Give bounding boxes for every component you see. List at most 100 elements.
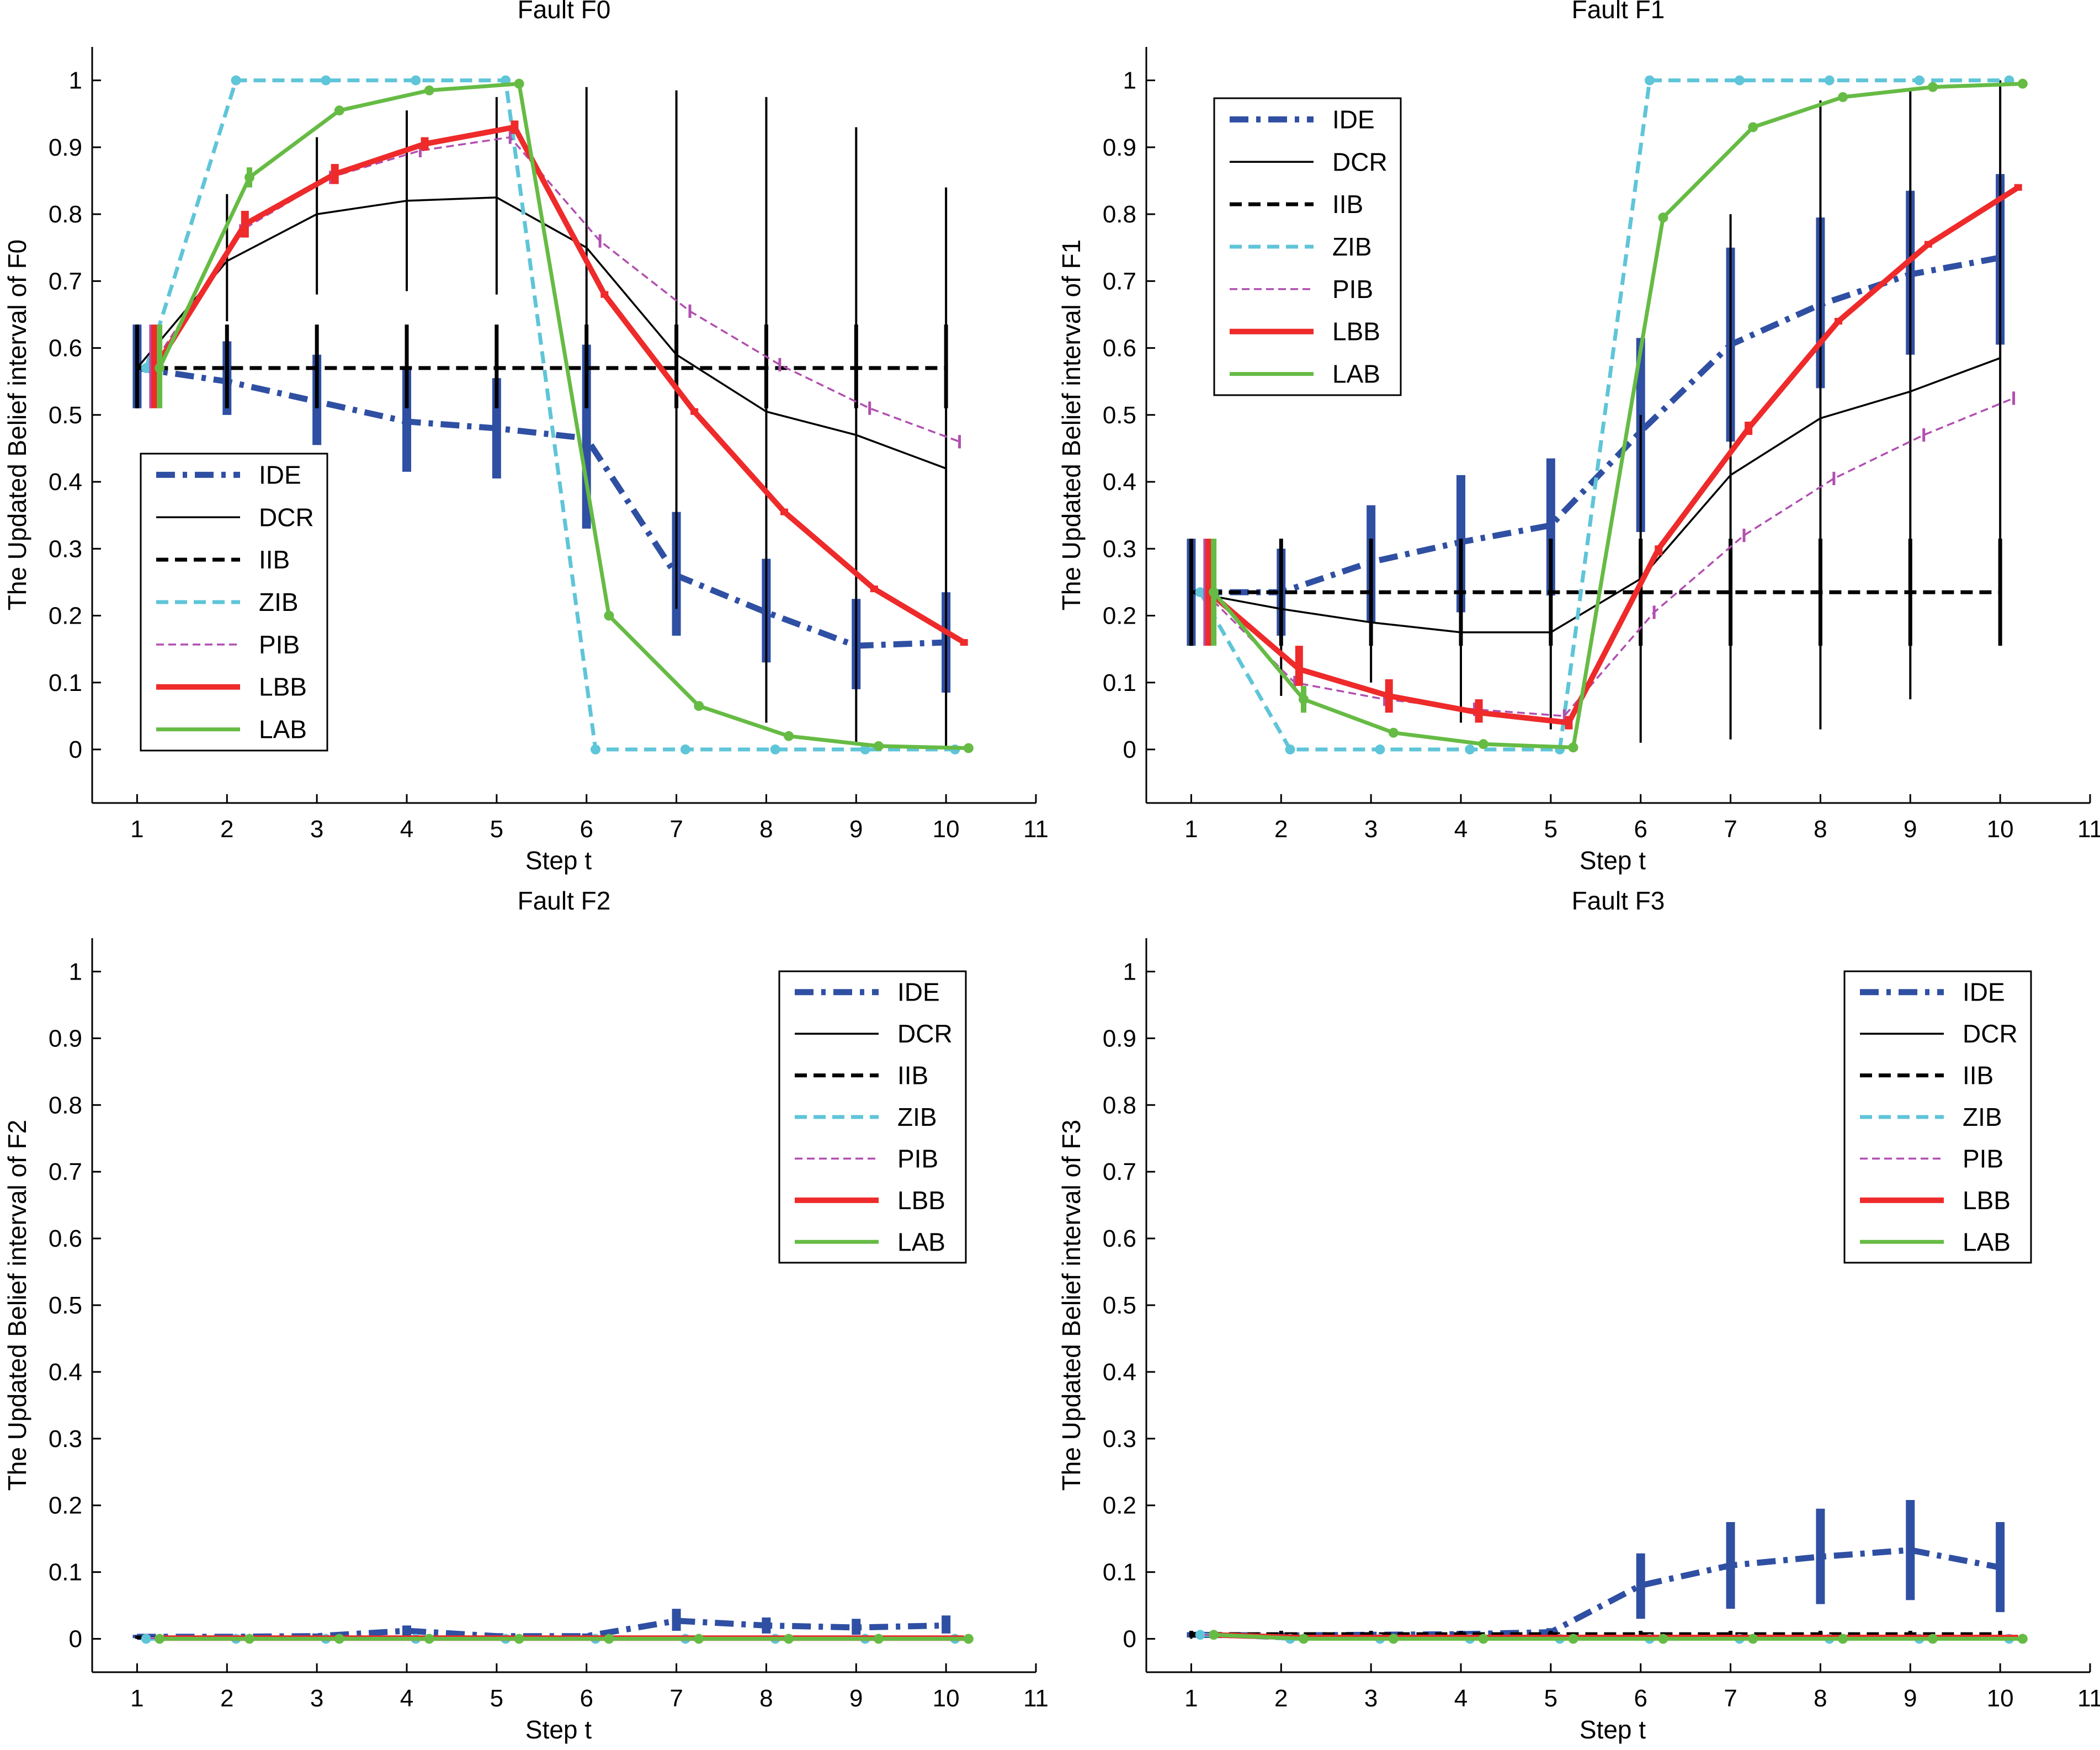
x-axis-label: Step t <box>525 1715 592 1744</box>
legend: IDE DCR IIB ZIB PIB LBB LAB <box>1213 97 1402 396</box>
data-point-lab <box>334 1634 344 1644</box>
legend-label-ide: IDE <box>259 460 301 489</box>
data-point-lab <box>1209 587 1219 598</box>
data-point-zib <box>591 744 600 755</box>
legend-label-zib: ZIB <box>1332 232 1372 261</box>
y-tick-label: 0.2 <box>1103 1492 1136 1519</box>
x-tick-label: 4 <box>400 816 413 843</box>
data-point-lab <box>1209 1630 1219 1640</box>
y-tick-label: 0.3 <box>1103 1425 1136 1453</box>
y-tick-label: 0.6 <box>1103 1225 1136 1252</box>
y-tick-label: 0.2 <box>1103 603 1136 630</box>
data-point-lab <box>1928 82 1938 92</box>
series-line-lab <box>1213 1632 2023 1641</box>
data-point-lab <box>1299 1634 1309 1644</box>
data-point-lab <box>155 363 165 373</box>
y-tick-label: 0.1 <box>1103 1559 1136 1586</box>
legend-label-lbb: LBB <box>897 1186 945 1215</box>
y-tick-label: 0.2 <box>49 603 82 630</box>
data-point-lab <box>1568 742 1578 753</box>
y-tick-label: 0.7 <box>49 268 82 295</box>
y-tick-label: 0.8 <box>1103 201 1136 228</box>
data-point-lab <box>2017 1634 2028 1644</box>
x-tick-label: 10 <box>933 816 960 843</box>
y-tick-label: 1 <box>1123 958 1136 985</box>
x-tick-label: 10 <box>933 1685 960 1712</box>
legend-label-iib: IIB <box>1332 190 1363 219</box>
x-tick-label: 11 <box>1023 1685 1049 1712</box>
y-axis-label: The Updated Belief interval of F0 <box>3 240 31 610</box>
data-point-zib <box>141 363 151 373</box>
series-iib <box>135 325 948 408</box>
x-tick-label: 9 <box>1904 1685 1917 1712</box>
chart-panel-2: Fault F2 1 2 3 4 5 6 7 8 9 10 11 0 0.1 0.2 0.3 0.4 0.5 0.6… <box>3 886 1049 1744</box>
y-tick-label: 0.9 <box>1103 1025 1136 1052</box>
legend-label-ide: IDE <box>1963 978 2005 1007</box>
series-line-pib <box>1204 397 2014 717</box>
legend-label-lab: LAB <box>1963 1227 2011 1256</box>
y-tick-label: 0.7 <box>49 1158 82 1185</box>
data-point-zib <box>1914 75 1924 86</box>
chart-panel-0: Fault F0 1 2 3 4 5 6 7 8 9 10 11 0 0.1 0.2 0.3 0.4 0.5 0.6… <box>3 0 1049 875</box>
y-tick-label: 0.6 <box>1103 335 1136 362</box>
legend-label-zib: ZIB <box>259 588 299 616</box>
x-tick-label: 4 <box>400 1685 413 1712</box>
series-line-dcr <box>136 196 947 470</box>
data-point-lab <box>604 1634 614 1644</box>
data-point-lab <box>1748 1634 1758 1644</box>
y-tick-label: 0.4 <box>49 469 82 496</box>
series-lab <box>155 1634 974 1644</box>
x-tick-label: 8 <box>759 1685 773 1712</box>
x-tick-label: 3 <box>310 816 323 843</box>
legend-label-dcr: DCR <box>259 503 314 531</box>
y-tick-label: 0.3 <box>49 535 82 562</box>
x-tick-label: 8 <box>759 816 773 843</box>
legend-label-lbb: LBB <box>259 673 307 701</box>
legend-label-lbb: LBB <box>1963 1186 2011 1215</box>
x-tick-label: 3 <box>1364 816 1378 843</box>
legend-label-dcr: DCR <box>1963 1019 2018 1048</box>
data-point-lab <box>1928 1634 1938 1644</box>
y-tick-label: 0.7 <box>1103 1158 1136 1185</box>
data-point-zib <box>1824 75 1835 86</box>
y-tick-label: 0.6 <box>49 335 82 362</box>
series-line-zib <box>144 78 955 752</box>
x-tick-label: 4 <box>1454 1685 1468 1712</box>
data-point-lab <box>1388 1634 1399 1644</box>
data-point-zib <box>1734 75 1745 86</box>
chart-title: Fault F2 <box>518 886 611 915</box>
x-axis-label: Step t <box>525 846 592 875</box>
x-tick-label: 2 <box>220 816 233 843</box>
legend-label-iib: IIB <box>259 545 290 574</box>
legend-label-dcr: DCR <box>897 1019 953 1048</box>
series-ide <box>132 1609 951 1640</box>
data-point-lab <box>1658 212 1668 223</box>
data-point-lab <box>1299 694 1309 705</box>
x-tick-label: 4 <box>1454 816 1468 843</box>
series-line-lbb <box>1207 185 2020 726</box>
x-tick-label: 11 <box>1023 816 1049 843</box>
x-tick-label: 5 <box>1544 1685 1557 1712</box>
y-tick-label: 0.1 <box>49 669 82 696</box>
data-point-lab <box>155 1634 165 1644</box>
y-tick-label: 0.5 <box>49 1292 82 1319</box>
data-point-lab <box>694 1634 704 1644</box>
series-ide <box>1187 1500 2005 1639</box>
data-point-zib <box>1645 75 1655 86</box>
y-axis-label: The Updated Belief interval of F1 <box>1057 240 1086 610</box>
data-point-zib <box>1195 587 1205 598</box>
data-point-lab <box>694 701 704 711</box>
y-tick-label: 0.8 <box>1103 1092 1136 1119</box>
y-tick-label: 1 <box>1123 67 1136 94</box>
x-axis-label: Step t <box>1580 1715 1646 1744</box>
x-tick-label: 3 <box>310 1685 323 1712</box>
y-tick-label: 0.8 <box>49 1092 82 1119</box>
x-tick-label: 5 <box>1544 816 1557 843</box>
x-tick-label: 6 <box>580 1685 593 1712</box>
y-tick-label: 0.5 <box>49 402 82 429</box>
data-point-zib <box>231 75 241 86</box>
x-tick-label: 1 <box>1184 1685 1198 1712</box>
x-tick-label: 3 <box>1364 1685 1378 1712</box>
x-tick-label: 7 <box>669 816 683 843</box>
